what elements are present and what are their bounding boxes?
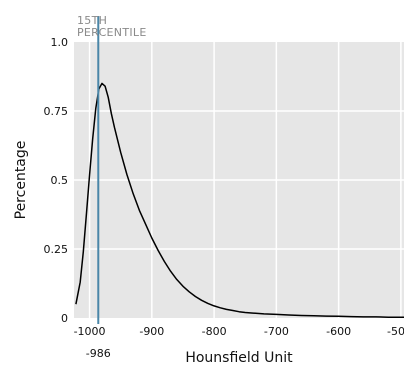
x-tick-label: -600 (326, 325, 351, 338)
x-tick-label: -900 (139, 325, 164, 338)
percentile-annotation-line1: 15TH (77, 14, 107, 27)
percentile-marker-value: -986 (86, 347, 111, 360)
y-axis-title: Percentage (13, 141, 29, 220)
y-tick-label: 0.5 (51, 174, 69, 187)
density-series-line (75, 82, 404, 318)
percentile-annotation-line2: PERCENTILE (77, 26, 147, 39)
y-tick-label: 0.25 (44, 243, 69, 256)
x-tick-label: -1000 (74, 325, 106, 338)
y-tick-label: 1.0 (51, 36, 69, 49)
y-axis-tick-labels: 0 0.25 0.5 0.75 1.0 (44, 36, 69, 325)
y-tick-label: 0.75 (44, 105, 69, 118)
x-tick-label: -800 (202, 325, 227, 338)
x-axis-title: Hounsfield Unit (185, 350, 293, 365)
x-tick-label: -50 (387, 325, 404, 338)
x-axis-tick-labels: -1000 -900 -800 -700 -600 -50 (74, 325, 404, 338)
x-tick-label: -700 (264, 325, 289, 338)
y-tick-label: 0 (61, 312, 68, 325)
